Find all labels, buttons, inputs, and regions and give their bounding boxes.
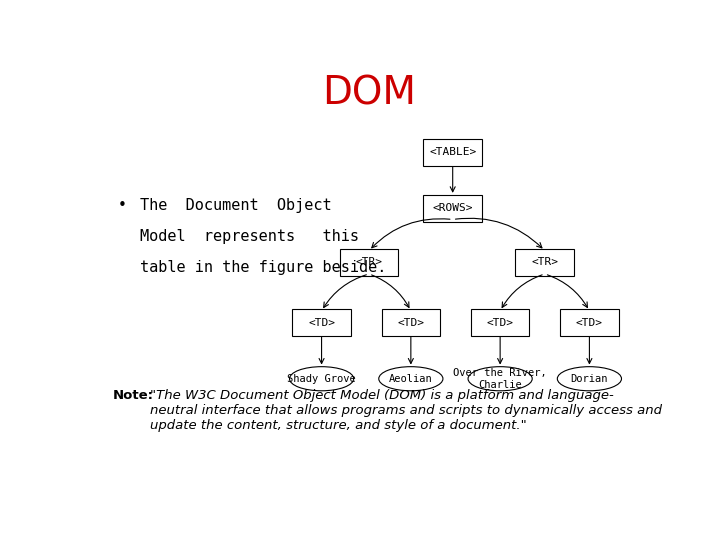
Text: <TD>: <TD> <box>487 318 513 328</box>
Text: <TR>: <TR> <box>356 257 382 267</box>
Ellipse shape <box>557 367 621 391</box>
Text: <TD>: <TD> <box>308 318 335 328</box>
Text: <TABLE>: <TABLE> <box>429 147 477 157</box>
Ellipse shape <box>468 367 532 391</box>
Text: Model  represents   this: Model represents this <box>140 229 359 244</box>
Text: •: • <box>118 198 127 213</box>
Text: <TD>: <TD> <box>576 318 603 328</box>
Text: <ROWS>: <ROWS> <box>433 203 473 213</box>
Text: <TD>: <TD> <box>397 318 424 328</box>
Text: The  Document  Object: The Document Object <box>140 198 332 213</box>
FancyBboxPatch shape <box>423 195 482 222</box>
FancyBboxPatch shape <box>471 309 529 336</box>
FancyBboxPatch shape <box>516 249 574 276</box>
Text: <TR>: <TR> <box>531 257 558 267</box>
FancyBboxPatch shape <box>340 249 398 276</box>
Ellipse shape <box>289 367 354 391</box>
Text: DOM: DOM <box>322 75 416 113</box>
Text: Over the River,
Charlie: Over the River, Charlie <box>454 368 547 389</box>
Text: Shady Grove: Shady Grove <box>287 374 356 384</box>
Text: table in the figure beside.: table in the figure beside. <box>140 260 387 275</box>
FancyBboxPatch shape <box>382 309 440 336</box>
Ellipse shape <box>379 367 443 391</box>
FancyBboxPatch shape <box>560 309 618 336</box>
Text: Note:: Note: <box>112 389 153 402</box>
FancyBboxPatch shape <box>292 309 351 336</box>
Text: Dorian: Dorian <box>571 374 608 384</box>
Text: "The W3C Document Object Model (DOM) is a platform and language-
neutral interfa: "The W3C Document Object Model (DOM) is … <box>150 389 662 432</box>
Text: Aeolian: Aeolian <box>389 374 433 384</box>
FancyBboxPatch shape <box>423 139 482 166</box>
